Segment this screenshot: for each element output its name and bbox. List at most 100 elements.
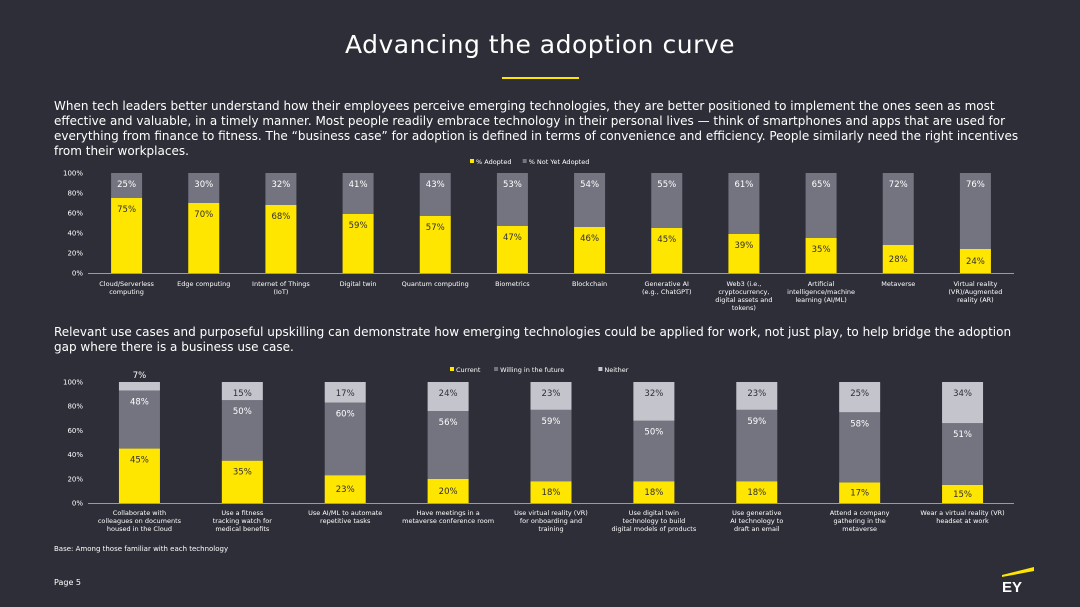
category-label: (e.g., ChatGPT)	[642, 288, 692, 296]
data-label: 65%	[812, 180, 831, 190]
legend-label: % Adopted	[476, 158, 511, 166]
base-note: Base: Among those familiar with each tec…	[54, 545, 229, 553]
legend-label: % Not Yet Adopted	[529, 158, 590, 166]
bar-segment	[427, 382, 469, 412]
use-case-paragraph: Relevant use cases and purposeful upskil…	[54, 325, 1012, 354]
category-label: Digital twin	[340, 280, 377, 288]
legend-label: Neither	[604, 366, 628, 374]
data-label: 50%	[233, 407, 252, 417]
y-tick-label: 100%	[63, 170, 83, 178]
bar-segment	[324, 402, 366, 476]
legend-swatch	[494, 367, 499, 371]
data-label: 17%	[336, 389, 355, 399]
data-label: 59%	[542, 417, 561, 427]
bar-segment	[651, 173, 683, 228]
bar-segment	[574, 227, 606, 273]
category-label: tokens)	[732, 304, 756, 312]
data-label: 23%	[542, 389, 561, 399]
category-label: tracking watch for	[213, 517, 273, 525]
data-label: 57%	[426, 223, 445, 233]
category-label: Blockchain	[572, 280, 607, 288]
chart-body: 0% 20% 40% 60% 80% 100% Current Willing in the …	[63, 366, 1014, 533]
bar-segment	[530, 382, 572, 410]
data-label: 72%	[889, 180, 908, 190]
category-label: digital models of products	[612, 525, 697, 533]
category-label: Biometrics	[495, 280, 530, 288]
bar-segment	[942, 423, 984, 485]
data-label: 17%	[850, 489, 869, 499]
category-label: learning (AI/ML)	[795, 296, 846, 304]
bar-segment	[324, 475, 366, 503]
data-label: 75%	[117, 205, 136, 215]
category-label: Generative AI	[645, 280, 690, 288]
data-label: 41%	[349, 180, 368, 190]
category-label: colleagues on documents	[98, 517, 182, 525]
bar-segment	[265, 173, 297, 205]
category-label: reality (AR)	[957, 296, 994, 304]
y-tick-label: 80%	[67, 403, 83, 411]
category-label: Quantum computing	[402, 280, 469, 288]
bar-segment	[427, 411, 469, 479]
category-label: Artificial	[808, 280, 835, 288]
data-label: 43%	[426, 180, 445, 190]
data-label: 55%	[657, 180, 676, 190]
data-label: 56%	[439, 418, 458, 428]
category-label: AI technology to	[730, 517, 783, 525]
legend-swatch	[450, 367, 454, 371]
data-label: 53%	[503, 180, 522, 190]
bar-segment	[111, 173, 143, 198]
bar-segment	[728, 234, 760, 273]
bar-segment	[805, 173, 837, 238]
category-label: for onboarding and	[520, 517, 582, 525]
category-label: metaverse	[842, 525, 877, 533]
bar-segment	[805, 238, 837, 273]
chart-body: 0% 20% 40% 60% 80% 100% % Adopted % Not Yet Ado…	[63, 158, 1014, 312]
data-label: 61%	[734, 180, 753, 190]
bar-segment	[221, 400, 263, 461]
category-label: Web3 (i.e.,	[726, 280, 761, 288]
data-label: 46%	[580, 234, 599, 244]
bar-segment	[882, 245, 914, 273]
bar-segment	[736, 382, 778, 410]
legend-label: Current	[456, 366, 481, 374]
data-label: 35%	[233, 468, 252, 478]
data-label: 18%	[644, 488, 663, 498]
bar-segment	[221, 382, 263, 401]
data-label: 28%	[889, 255, 908, 265]
bar-segment	[959, 173, 991, 249]
category-label: Use AI/ML to automate	[308, 509, 382, 517]
bar-segment	[736, 481, 778, 503]
bar-segment	[530, 481, 572, 503]
y-tick-label: 100%	[63, 379, 83, 387]
data-label: 45%	[657, 235, 676, 245]
bar-segment	[942, 484, 984, 503]
category-label: medical benefits	[215, 525, 270, 533]
data-label: 76%	[966, 180, 985, 190]
data-label: 58%	[850, 419, 869, 429]
legend-swatch	[522, 159, 527, 163]
data-label: 59%	[349, 221, 368, 231]
data-label: 50%	[644, 428, 663, 438]
bar-segment	[419, 216, 451, 273]
category-label: Use generative	[732, 509, 781, 517]
category-label: computing	[109, 288, 144, 296]
y-tick-label: 40%	[67, 451, 83, 459]
y-tick-label: 60%	[67, 210, 83, 218]
category-label: training	[538, 525, 563, 533]
bar-segment	[633, 420, 675, 482]
ey-logo-text: EY	[1002, 579, 1022, 595]
intro-paragraph: When tech leaders better understand how …	[54, 99, 1019, 158]
bar-segment	[342, 173, 374, 214]
data-label: 70%	[194, 210, 213, 220]
ey-logo: EY	[1002, 567, 1034, 595]
data-label: 34%	[953, 389, 972, 399]
data-label: 15%	[953, 490, 972, 500]
bar-segment	[574, 173, 606, 227]
data-label: 35%	[812, 245, 831, 255]
category-label: Edge computing	[177, 280, 230, 288]
legend-swatch	[598, 367, 603, 371]
bar-segment	[651, 228, 683, 273]
bar-segment	[839, 482, 881, 503]
category-label: gathering in the	[834, 517, 886, 525]
